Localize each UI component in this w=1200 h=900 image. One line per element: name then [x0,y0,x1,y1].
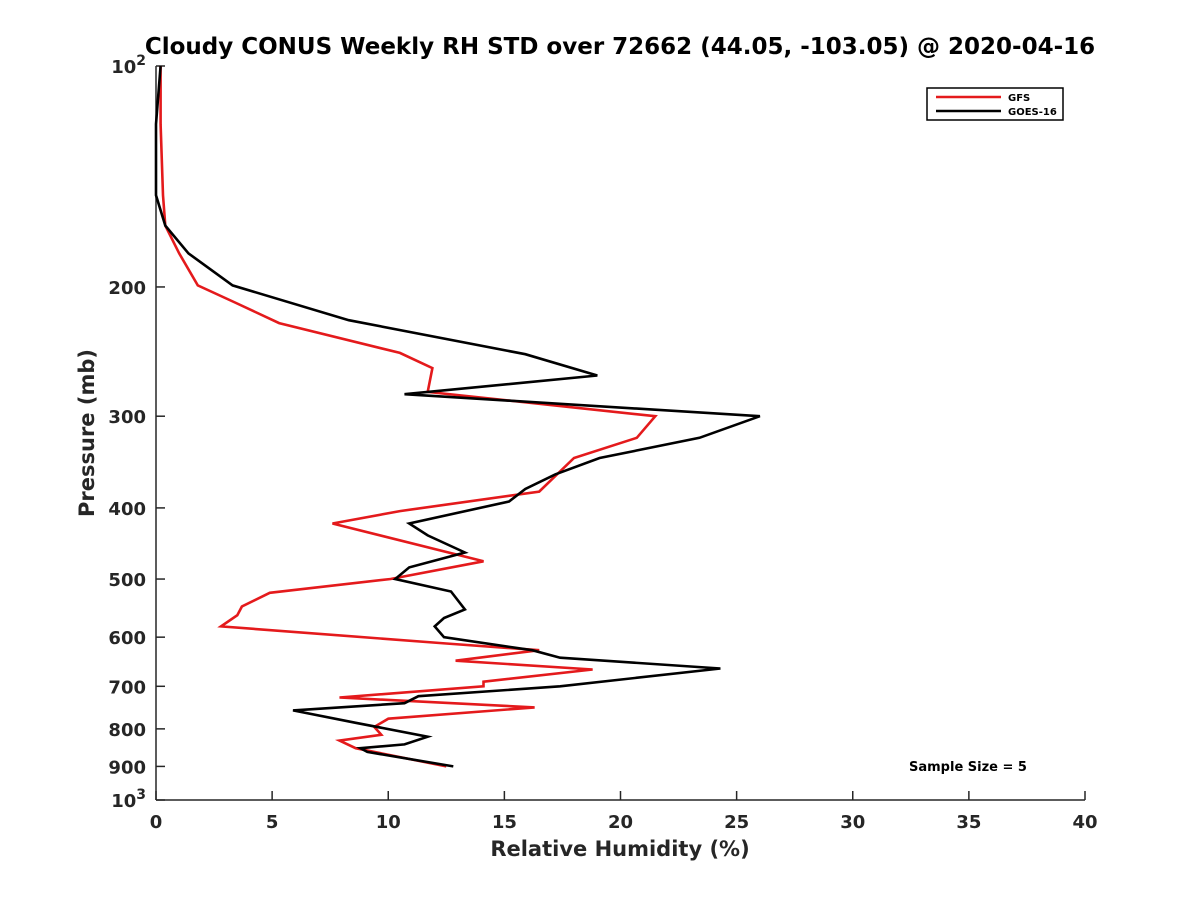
y-tick-label: 200 [108,278,146,299]
x-axis-label: Relative Humidity (%) [490,837,749,861]
sample-size-annotation: Sample Size = 5 [909,760,1027,775]
x-axis-ticks: 0 5 10 15 20 25 30 35 40 [150,791,1098,833]
y-tick-label: 600 [108,628,146,649]
x-tick-label: 10 [376,812,401,833]
x-tick-label: 35 [956,812,981,833]
series-line-goes16 [154,65,761,768]
y-tick-label: 102 [111,53,146,78]
y-axis-label: Pressure (mb) [75,349,99,517]
legend-label-goes16: GOES-16 [1008,107,1057,118]
y-tick-label: 800 [108,720,146,741]
x-tick-label: 5 [266,812,279,833]
legend: GFS GOES-16 [926,87,1064,121]
legend-box [926,87,1064,121]
chart-title: Cloudy CONUS Weekly RH STD over 72662 (4… [145,34,1095,60]
series-layer [154,65,761,768]
x-tick-label: 0 [150,812,163,833]
x-tick-label: 15 [492,812,517,833]
plot-area [155,66,1085,801]
x-tick-label: 30 [840,812,865,833]
y-tick-label: 103 [111,787,146,812]
x-tick-label: 20 [608,812,633,833]
y-tick-label: 400 [108,499,146,520]
legend-label-gfs: GFS [1008,93,1030,104]
y-axis-ticks: 102 200 300 400 500 600 700 800 900 103 [108,53,165,812]
x-tick-label: 25 [724,812,749,833]
y-tick-label: 900 [108,757,146,778]
y-tick-label: 700 [108,677,146,698]
y-tick-label: 500 [108,570,146,591]
series-line-gfs [159,66,658,768]
x-tick-label: 40 [1072,812,1097,833]
y-tick-label: 300 [108,407,146,428]
